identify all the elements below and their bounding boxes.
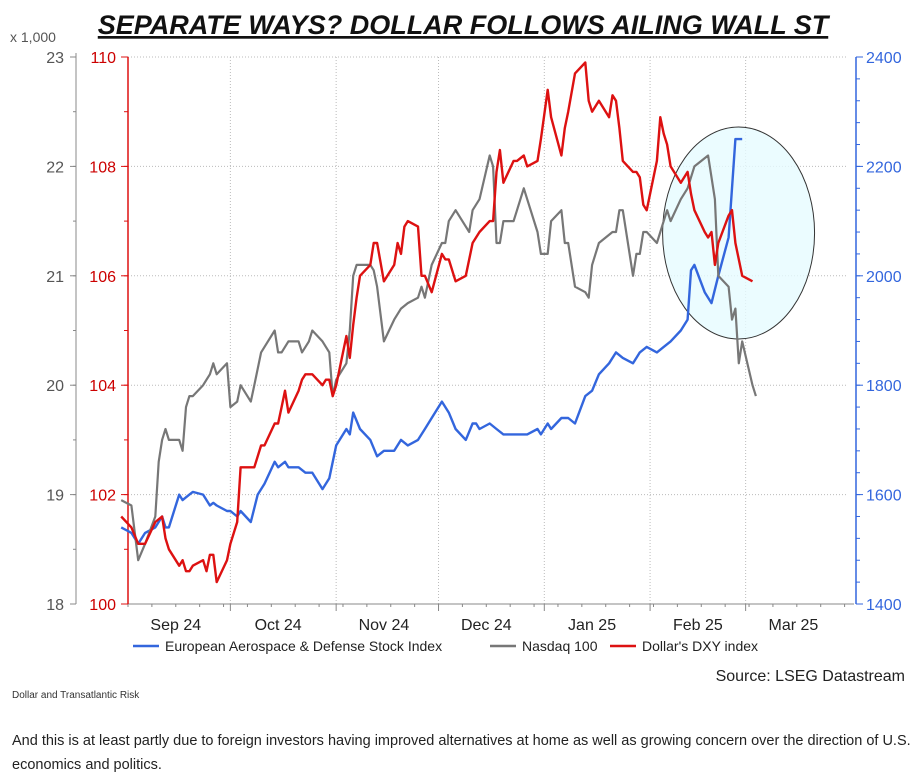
left-inner-tick-label: 108 bbox=[89, 159, 116, 176]
body-paragraph: And this is at least partly due to forei… bbox=[12, 733, 911, 773]
right-tick-label: 2400 bbox=[866, 50, 902, 67]
right-tick-label: 2000 bbox=[866, 269, 902, 286]
figure-caption: Dollar and Transatlantic Risk bbox=[12, 690, 140, 701]
legend-label: Nasdaq 100 bbox=[522, 638, 598, 654]
left-outer-tick-label: 21 bbox=[46, 269, 64, 286]
left-inner-tick-label: 102 bbox=[89, 488, 116, 505]
left-outer-tick-label: 22 bbox=[46, 159, 64, 176]
right-tick-label: 1600 bbox=[866, 488, 902, 505]
left-outer-tick-label: 23 bbox=[46, 50, 64, 67]
x-tick-label: Dec 24 bbox=[461, 617, 512, 634]
left-outer-tick-label: 20 bbox=[46, 378, 64, 395]
left-outer-tick-label: 19 bbox=[46, 488, 64, 505]
chart: Sep 24 Oct 24 Nov 24 Dec 24 Jan 25 Feb 25 Mar … bbox=[10, 10, 905, 685]
left-outer-tick-label: 18 bbox=[46, 597, 64, 614]
right-tick-label: 1400 bbox=[866, 597, 902, 614]
source-note: Source: LSEG Datastream bbox=[716, 668, 905, 685]
x-tick-label: Sep 24 bbox=[150, 617, 201, 634]
highlight-circle-group bbox=[662, 126, 816, 340]
left-inner-tick-label: 110 bbox=[90, 50, 116, 67]
x-tick-label: Nov 24 bbox=[359, 617, 410, 634]
left-outer-multiplier: x 1,000 bbox=[10, 29, 56, 45]
left-inner-tick-label: 100 bbox=[89, 597, 116, 614]
series-line bbox=[120, 154, 757, 562]
series-line bbox=[120, 61, 754, 584]
right-tick-label: 2200 bbox=[866, 159, 902, 176]
series-lines bbox=[120, 61, 757, 584]
x-tick-label: Mar 25 bbox=[769, 617, 819, 634]
left-inner-tick-label: 106 bbox=[89, 269, 116, 286]
left-inner-tick-label: 104 bbox=[89, 378, 116, 395]
legend-label: Dollar's DXY index bbox=[642, 638, 758, 654]
legend: European Aerospace & Defense Stock Index… bbox=[133, 638, 758, 654]
axes: Sep 24 Oct 24 Nov 24 Dec 24 Jan 25 Feb 25 Mar … bbox=[10, 29, 902, 634]
x-tick-label: Jan 25 bbox=[568, 617, 616, 634]
x-tick-label: Feb 25 bbox=[673, 617, 723, 634]
series-line bbox=[120, 137, 743, 545]
legend-label: European Aerospace & Defense Stock Index bbox=[165, 638, 442, 654]
highlight-circle bbox=[662, 126, 816, 340]
x-tick-label: Oct 24 bbox=[255, 617, 302, 634]
chart-title: SEPARATE WAYS? DOLLAR FOLLOWS AILING WAL… bbox=[98, 10, 831, 40]
right-tick-label: 1800 bbox=[866, 378, 902, 395]
